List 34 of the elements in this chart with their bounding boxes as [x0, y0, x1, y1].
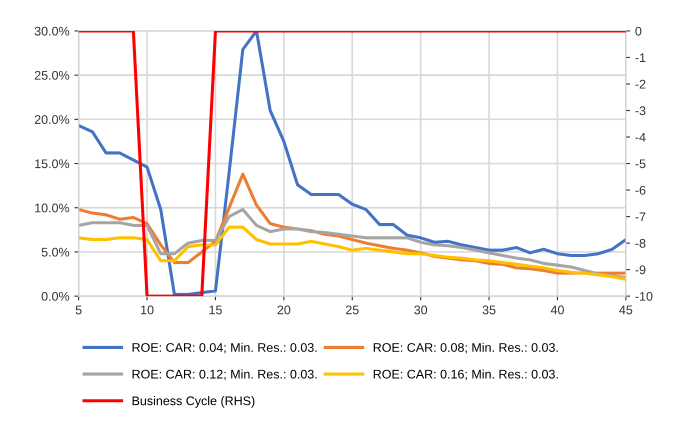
x-tick-label: 10 — [141, 306, 154, 314]
y-tick-label: 10.0% — [35, 204, 70, 212]
y2-tick-label: -1 — [635, 53, 646, 62]
x-tick-label: 20 — [278, 306, 290, 314]
y2-tick-label: -5 — [635, 159, 646, 168]
y2-tick-label: -9 — [635, 265, 646, 274]
y2-tick-label: -4 — [635, 132, 646, 142]
x-tick-label: 5 — [76, 306, 82, 314]
y-tick-label: 20.0% — [34, 115, 70, 124]
line-series — [78, 208, 626, 280]
y2-tick-label: -6 — [635, 186, 646, 195]
line-series — [78, 226, 626, 281]
legend-label: ROE: CAR: 0.12; Min. Res.: 0.03. — [132, 369, 317, 380]
x-tick-label: 45 — [619, 306, 632, 314]
y2-tick-label: -8 — [635, 238, 646, 248]
y2-tick-label: -7 — [635, 212, 646, 222]
y-tick-label: 15.0% — [35, 159, 70, 168]
y2-tick-label: -3 — [635, 106, 646, 116]
y2-tick-label: 0 — [635, 26, 642, 36]
legend-label: ROE: CAR: 0.04; Min. Res.: 0.03. — [132, 342, 317, 354]
y-tick-label: 5.0% — [42, 248, 70, 257]
y2-tick-label: -10 — [635, 292, 652, 301]
legend-label: ROE: CAR: 0.16; Min. Res.: 0.03. — [374, 369, 558, 380]
x-tick-label: 30 — [414, 306, 428, 314]
y-tick-label: 0.0% — [42, 292, 70, 301]
x-tick-label: 15 — [209, 306, 222, 314]
y-tick-label: 25.0% — [34, 70, 70, 80]
x-tick-label: 35 — [482, 306, 496, 314]
x-tick-label: 40 — [550, 306, 564, 314]
legend-label: Business Cycle (RHS) — [132, 396, 254, 408]
y-tick-label: 30.0% — [34, 26, 70, 36]
y2-tick-label: -2 — [635, 80, 646, 89]
x-tick-label: 25 — [346, 306, 359, 314]
legend-label: ROE: CAR: 0.08; Min. Res.: 0.03. — [374, 342, 558, 354]
